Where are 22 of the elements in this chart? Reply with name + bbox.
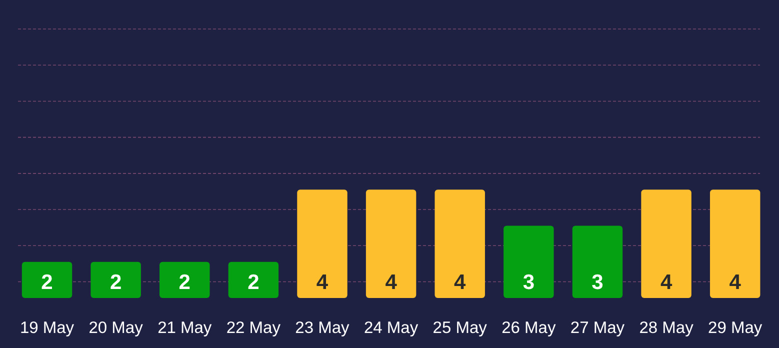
x-tick-label: 19 May	[20, 319, 75, 337]
x-tick-label: 21 May	[158, 319, 212, 337]
data-label: 4	[454, 271, 466, 294]
data-label: 3	[522, 271, 535, 294]
x-tick-label: 28 May	[639, 319, 694, 337]
data-label: 2	[41, 271, 53, 294]
x-tick-label: 22 May	[226, 319, 282, 337]
x-tick-label: 25 May	[432, 319, 488, 337]
x-tick-label: 24 May	[364, 319, 419, 337]
x-tick-label: 26 May	[502, 319, 556, 337]
x-tick-label: 20 May	[88, 319, 144, 337]
data-label: 2	[248, 271, 260, 294]
x-tick-label: 23 May	[295, 319, 350, 337]
data-label: 4	[316, 271, 328, 294]
data-label: 2	[110, 271, 122, 294]
data-label: 2	[178, 271, 190, 294]
data-label: 4	[385, 271, 398, 294]
x-tick-label: 29 May	[708, 319, 763, 337]
data-label: 4	[660, 271, 672, 294]
data-label: 4	[729, 271, 742, 294]
data-label: 3	[592, 271, 604, 294]
x-tick-label: 27 May	[570, 319, 626, 337]
